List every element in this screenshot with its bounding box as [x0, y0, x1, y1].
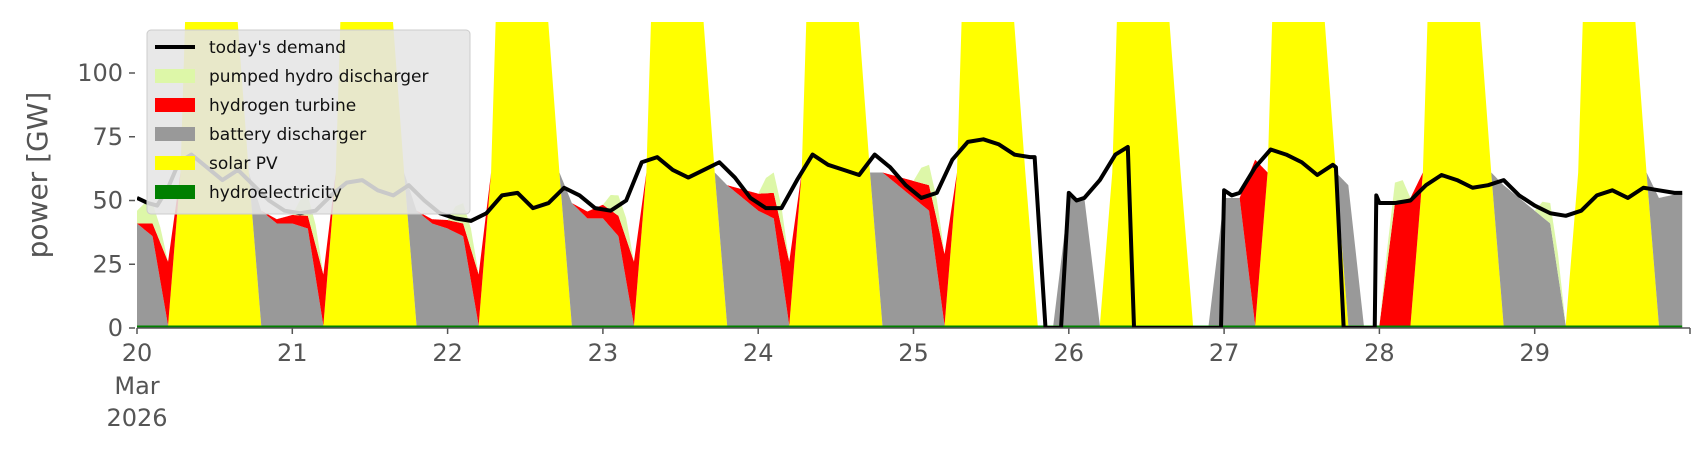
area-battery-discharger [137, 22, 1683, 326]
legend-swatch [155, 69, 195, 83]
legend-swatch [155, 185, 195, 199]
y-tick-label: 0 [108, 314, 123, 342]
x-tick-label: 23 [588, 339, 619, 367]
x-tick-label: 27 [1209, 339, 1240, 367]
legend-label: hydrogen turbine [209, 96, 356, 116]
legend-label: hydroelectricity [209, 183, 342, 203]
x-tick-label: 20 [122, 339, 153, 367]
legend-swatch [155, 98, 195, 112]
y-tick-label: 75 [92, 123, 123, 151]
legend-box [146, 29, 471, 215]
x-tick-sublabel: 2026 [106, 404, 167, 432]
x-tick-label: 29 [1519, 339, 1550, 367]
x-tick-label: 22 [432, 339, 463, 367]
legend-label: battery discharger [209, 125, 366, 145]
x-tick-label: 28 [1364, 339, 1395, 367]
x-tick-label: 21 [277, 339, 308, 367]
x-axis: 20 Mar 2026 21 22 23 24 25 26 27 28 29 [106, 327, 1691, 432]
y-tick-label: 50 [92, 187, 123, 215]
legend-label: solar PV [209, 154, 278, 174]
legend-label: pumped hydro discharger [209, 67, 428, 87]
y-axis: 0 25 50 75 100 [77, 59, 135, 342]
x-tick-label: 24 [743, 339, 774, 367]
legend: today's demand pumped hydro discharger hyd… [146, 29, 471, 215]
legend-swatch [155, 156, 195, 170]
legend-label: today's demand [209, 38, 346, 58]
y-tick-label: 25 [92, 250, 123, 278]
y-axis-title: power [GW] [21, 92, 54, 259]
y-tick-label: 100 [77, 59, 123, 87]
x-tick-sublabel: Mar [114, 372, 159, 400]
legend-swatch [155, 127, 195, 141]
x-tick-label: 26 [1054, 339, 1085, 367]
area-solar-pv [137, 22, 1683, 326]
x-tick-label: 25 [898, 339, 929, 367]
